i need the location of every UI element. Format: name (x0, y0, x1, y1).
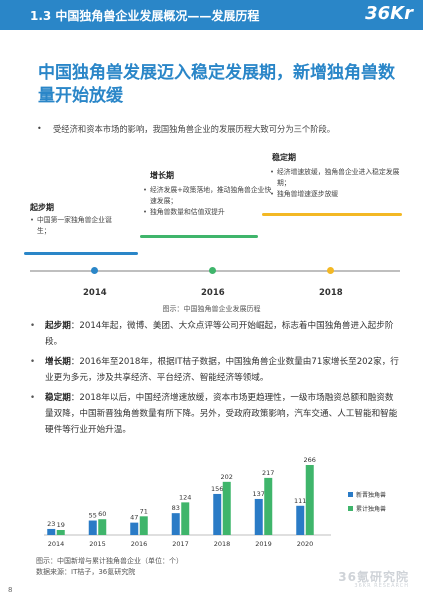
timeline-caption: 图示：中国独角兽企业发展历程 (162, 305, 261, 313)
paragraph-text: ：2014年起，微博、美团、大众点评等公司开始崛起，标志着中国独角兽进入起步阶段… (45, 321, 394, 347)
bar (56, 530, 65, 535)
bar (47, 528, 56, 535)
paragraph-stable: • 稳定期：2018年以后，中国经济增速放缓，资本市场更趋理性，一级市场融资总额… (30, 390, 400, 438)
list-item: 经济增速放缓，独角兽企业进入稳定发展期； (270, 167, 402, 189)
paragraph-start: • 起步期：2014年起，微博、美团、大众点评等公司开始崛起，标志着中国独角兽进… (30, 318, 400, 350)
data-label: 19 (57, 521, 65, 529)
x-tick-label: 2016 (131, 540, 148, 548)
bar (305, 465, 314, 535)
bar (264, 477, 273, 535)
brand-logo: 36Kr (365, 3, 413, 24)
bar (88, 520, 97, 535)
footer-logo-sub: 36KR RESEARCH (354, 583, 409, 589)
bar (130, 522, 139, 535)
data-label: 60 (98, 510, 106, 518)
data-label: 111 (294, 497, 306, 505)
paragraph-text: ：2016年至2018年，根据IT桔子数据，中国独角兽企业数量由71家增长至20… (45, 357, 399, 383)
paragraph-growth: • 增长期：2016年至2018年，根据IT桔子数据，中国独角兽企业数量由71家… (30, 354, 400, 386)
paragraph-label: 稳定期 (45, 393, 71, 403)
data-label: 137 (253, 490, 265, 498)
bar (296, 505, 305, 535)
bar (171, 513, 180, 535)
timeline-dot-2014 (91, 267, 98, 274)
intro-text: 受经济和资本市场的影响，我国独角兽企业的发展历程大致可分为三个阶段。 (53, 124, 336, 134)
legend-label: 新晋独角兽 (356, 491, 386, 499)
page-header: 1.3 中国独角兽企业发展概况——发展历程 36Kr (0, 0, 423, 30)
x-tick-label: 2014 (48, 540, 65, 548)
x-tick-label: 2017 (172, 540, 189, 548)
stage-list-start: 中国第一家独角兽企业诞生； (30, 215, 125, 237)
timeline-year-2014: 2014 (83, 288, 107, 298)
bullet-icon: • (30, 321, 36, 331)
data-label: 202 (221, 473, 233, 481)
data-label: 83 (172, 504, 180, 512)
stage-title-start: 起步期 (30, 203, 54, 212)
list-item: 中国第一家独角兽企业诞生； (30, 215, 125, 237)
bullet-icon: • (30, 357, 36, 367)
bar (181, 502, 190, 535)
legend-label: 累计独角兽 (356, 505, 386, 513)
data-label: 217 (262, 469, 274, 477)
stage-title-stable: 稳定期 (272, 153, 296, 162)
data-label: 124 (179, 493, 191, 501)
bar (98, 519, 107, 535)
timeline-year-2018: 2018 (319, 288, 343, 298)
stage-line-stable (262, 213, 402, 216)
stage-line-growth (140, 235, 258, 238)
data-label: 55 (89, 512, 97, 520)
stage-line-start (24, 252, 138, 255)
data-label: 156 (211, 485, 223, 493)
stage-list-growth: 经济发展+政策落地，推动独角兽企业快速发展； 独角兽数量和估值双提升 (143, 185, 273, 218)
list-item: 独角兽增速逐步放缓 (270, 189, 402, 200)
list-item: 经济发展+政策落地，推动独角兽企业快速发展； (143, 185, 273, 207)
paragraph-label: 起步期 (45, 321, 71, 331)
data-label: 71 (140, 507, 148, 515)
paragraph-text: ：2018年以后，中国经济增速放缓，资本市场更趋理性，一级市场融资总额和融资数量… (45, 393, 398, 435)
bullet-icon: • (37, 124, 42, 133)
stage-title-growth: 增长期 (150, 171, 174, 180)
page-number: 8 (8, 586, 13, 594)
stage-list-stable: 经济增速放缓，独角兽企业进入稳定发展期； 独角兽增速逐步放缓 (270, 167, 402, 200)
bar (139, 516, 148, 535)
x-tick-label: 2020 (297, 540, 314, 548)
header-title: 1.3 中国独角兽企业发展概况——发展历程 (30, 9, 260, 23)
paragraph-label: 增长期 (45, 357, 71, 367)
legend-swatch (348, 492, 353, 497)
bar (213, 493, 222, 535)
x-tick-label: 2015 (89, 540, 106, 548)
timeline-dot-2016 (209, 267, 216, 274)
footer-logo: 36氪研究院 (338, 570, 409, 584)
timeline-year-2016: 2016 (201, 288, 225, 298)
headline: 中国独角兽发展迈入稳定发展期，新增独角兽数量开始放缓 (38, 63, 395, 106)
bullet-icon: • (30, 393, 36, 403)
chart-caption-title: 图示：中国新增与累计独角兽企业（单位：个） (36, 557, 183, 565)
data-label: 47 (130, 514, 138, 522)
data-label: 266 (304, 456, 316, 464)
bar (222, 481, 231, 535)
x-tick-label: 2019 (255, 540, 272, 548)
chart-caption-source: 数据来源：IT桔子，36氪研究院 (36, 568, 136, 576)
chart-caption: 图示：中国新增与累计独角兽企业（单位：个） 数据来源：IT桔子，36氪研究院 (36, 556, 183, 578)
timeline-dot-2018 (327, 267, 334, 274)
bar (254, 498, 263, 535)
legend-swatch (348, 506, 353, 511)
x-tick-label: 2018 (214, 540, 231, 548)
data-label: 23 (47, 520, 55, 528)
list-item: 独角兽数量和估值双提升 (143, 207, 273, 218)
